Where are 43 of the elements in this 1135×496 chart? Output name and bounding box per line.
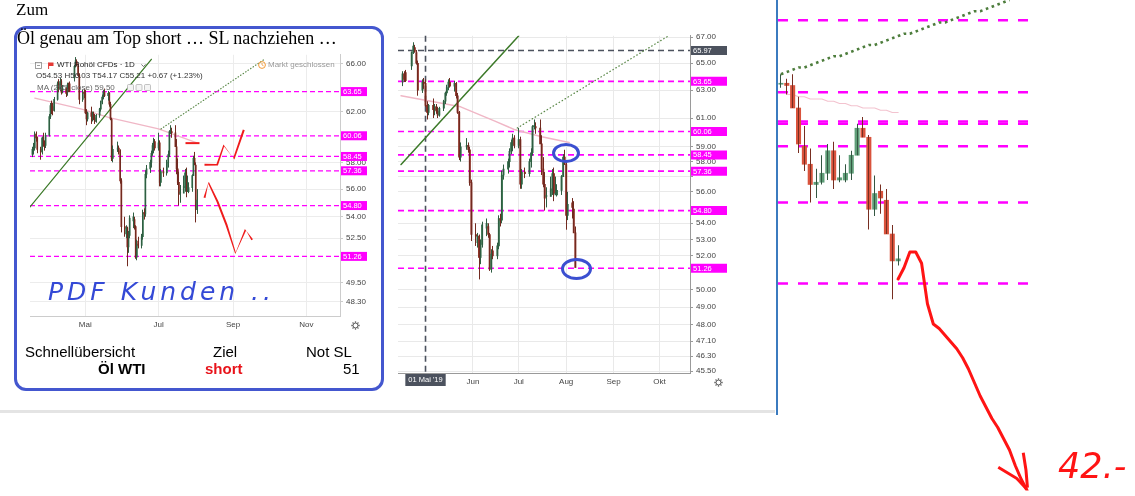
y-tick-label: 47.10 xyxy=(696,336,717,346)
x-tick-label: Okt xyxy=(653,377,667,386)
y-tick-label: 50.00 xyxy=(696,284,717,294)
y-tick-label: 54.00 xyxy=(696,218,717,228)
y-tick-label: 45.50 xyxy=(696,366,717,376)
x-tick-label: Jul xyxy=(153,320,164,329)
x-tick-label: Jul xyxy=(513,377,525,386)
y-tick-label: 62.00 xyxy=(346,106,367,116)
y-tick-label: 59.00 xyxy=(696,142,717,152)
y-tick-label: 49.00 xyxy=(696,302,717,312)
text: short xyxy=(205,360,243,377)
y-tick-label: 48.30 xyxy=(346,296,367,306)
y-tick-label: 52.00 xyxy=(696,251,717,261)
candlestick xyxy=(778,73,784,89)
x-tick-label: Sep xyxy=(606,377,622,386)
x-tick-label: Mai xyxy=(78,320,92,329)
text: Not SL xyxy=(306,343,352,360)
text: Schnellübersicht xyxy=(25,343,136,360)
y-tick-label: 49.50 xyxy=(346,278,367,288)
chart-title: Öl genau am Top short … SL nachziehen … xyxy=(17,28,337,48)
y-tick-label: 61.00 xyxy=(696,113,717,123)
text: Ziel xyxy=(213,343,238,360)
annotation: Markt geschlossen xyxy=(268,60,335,69)
y-tick-label: 63.00 xyxy=(696,85,717,95)
y-tick-label: 52.50 xyxy=(346,233,367,243)
y-tick-label: 53.00 xyxy=(696,234,717,244)
text: 42.- xyxy=(1058,446,1127,486)
text: Zum xyxy=(16,0,49,19)
text: Öl WTI xyxy=(98,360,146,377)
x-tick-label: Nov xyxy=(299,320,314,329)
text: 51 xyxy=(343,360,360,377)
y-tick-label: 54.00 xyxy=(346,211,367,221)
y-tick-label: 65.00 xyxy=(696,58,717,68)
y-tick-label: 66.00 xyxy=(346,59,367,69)
x-tick-label: Aug xyxy=(559,377,574,386)
y-tick-label: 46.30 xyxy=(696,351,717,361)
y-tick-label: 67.00 xyxy=(696,32,717,42)
y-tick-label: 48.00 xyxy=(696,320,717,330)
x-tick-label: Jun xyxy=(466,377,480,386)
annotation: PDF Kunden .. xyxy=(48,277,275,306)
y-tick-label: 56.00 xyxy=(696,187,717,197)
x-tick-label: Sep xyxy=(225,320,241,329)
y-tick-label: 56.00 xyxy=(346,184,367,194)
